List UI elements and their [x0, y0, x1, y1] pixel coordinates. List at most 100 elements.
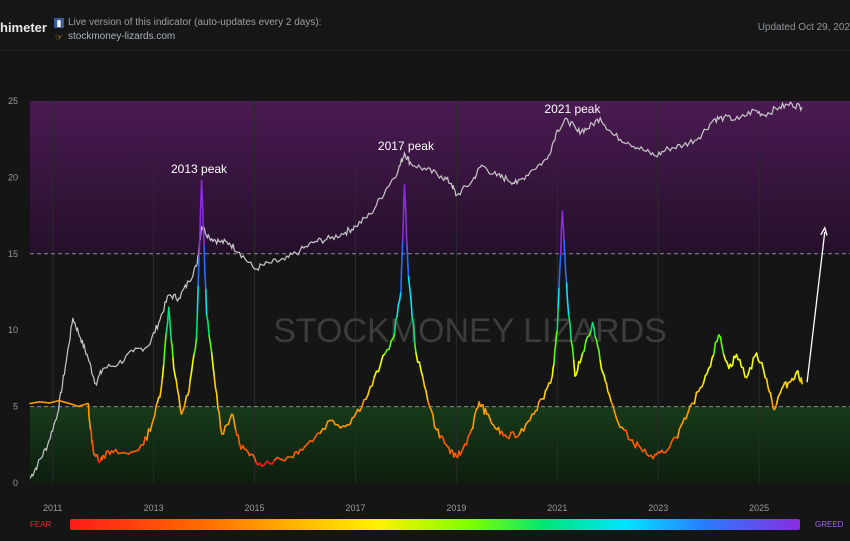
- heat-series-segment: [171, 345, 174, 360]
- heat-series-segment: [564, 271, 568, 285]
- heat-series-segment: [188, 379, 191, 393]
- heat-series-segment: [58, 399, 70, 405]
- heat-series-segment: [413, 342, 417, 354]
- heat-series-segment: [549, 375, 554, 384]
- y-tick-label: 10: [8, 325, 18, 335]
- heat-series-segment: [553, 350, 556, 365]
- heat-series-segment: [195, 310, 199, 339]
- heat-series-segment: [207, 320, 210, 337]
- heat-series-segment: [559, 226, 563, 256]
- heat-series-segment: [465, 435, 470, 446]
- heat-series-segment: [557, 286, 560, 309]
- heat-series-segment: [168, 316, 172, 331]
- heat-series-segment: [404, 197, 407, 213]
- heat-series-segment: [569, 321, 573, 342]
- heat-series-segment: [237, 434, 241, 445]
- updated-timestamp: Updated Oct 29, 202: [757, 22, 850, 33]
- heat-series-segment: [676, 428, 681, 439]
- heat-series-segment: [212, 363, 215, 377]
- heat-series-segment: [115, 448, 120, 455]
- heat-series-segment: [96, 453, 99, 461]
- heat-series-segment: [750, 357, 755, 370]
- heat-series-segment: [563, 240, 566, 258]
- heat-series-segment: [205, 314, 209, 323]
- heat-series-segment: [137, 444, 142, 451]
- heat-series-segment: [543, 389, 547, 400]
- heat-series-segment: [393, 319, 397, 335]
- heat-series-segment: [765, 378, 769, 389]
- heat-series-segment: [162, 345, 166, 366]
- heat-series-segment: [611, 404, 616, 413]
- heat-series-segment: [423, 384, 427, 393]
- heat-series-segment: [702, 374, 707, 384]
- watermark-text: STOCKMONEY LIZARDS: [273, 312, 667, 350]
- heat-series-segment: [234, 428, 238, 437]
- peak-annotation: 2013 peak: [171, 162, 228, 176]
- heat-series-segment: [146, 428, 150, 441]
- heat-series-segment: [203, 245, 206, 275]
- heat-series-segment: [205, 288, 208, 316]
- heat-series-segment: [213, 375, 217, 389]
- heat-series-segment: [215, 392, 219, 410]
- heat-series-segment: [421, 376, 426, 387]
- heat-series-segment: [605, 382, 609, 393]
- heat-series-segment: [169, 328, 173, 342]
- heat-series-segment: [401, 223, 405, 242]
- heat-series-segment: [558, 253, 562, 270]
- x-tick-label: 2011: [43, 503, 62, 513]
- heat-series-segment: [625, 429, 630, 440]
- heat-series-segment: [173, 367, 176, 377]
- heat-series-segment: [190, 361, 194, 373]
- info-link[interactable]: stockmoney-lizards.com: [68, 31, 176, 42]
- heat-series-segment: [174, 374, 178, 382]
- heat-series-segment: [222, 425, 226, 435]
- heat-series-segment: [518, 427, 523, 435]
- x-tick-label: 2015: [245, 503, 265, 513]
- heat-series-segment: [742, 367, 746, 378]
- heat-series-segment: [716, 333, 720, 342]
- heat-series-segment: [160, 375, 164, 390]
- peak-annotation: 2017 peak: [378, 139, 435, 153]
- heat-series-segment: [558, 268, 561, 289]
- heat-series-segment: [418, 361, 422, 372]
- heat-series-segment: [396, 303, 400, 318]
- heat-series-segment: [407, 275, 411, 289]
- heat-series-segment: [797, 370, 800, 377]
- info-text: Live version of this indicator (auto-upd…: [68, 17, 322, 28]
- heat-series-segment: [149, 423, 153, 432]
- heat-series-segment: [500, 430, 505, 437]
- heat-series-segment: [617, 421, 621, 428]
- heat-series-segment: [408, 286, 412, 301]
- heat-series-segment: [401, 239, 404, 257]
- heat-series-segment: [561, 210, 565, 226]
- heat-series-segment: [165, 322, 169, 335]
- heat-series-segment: [489, 417, 493, 425]
- heat-series-segment: [762, 368, 766, 379]
- heat-series-segment: [377, 362, 382, 373]
- projection-arrow-line: [806, 231, 826, 383]
- heat-series-segment: [722, 353, 727, 362]
- heat-series-segment: [367, 386, 372, 396]
- heat-series-segment: [403, 184, 406, 199]
- heat-series-segment: [371, 375, 376, 387]
- heat-series-segment: [437, 428, 441, 439]
- heat-series-segment: [643, 448, 648, 456]
- heat-series-segment: [442, 436, 446, 445]
- heat-series-segment: [411, 316, 415, 326]
- heat-series-segment: [227, 417, 231, 425]
- heat-series-segment: [420, 370, 424, 378]
- heat-series-segment: [567, 314, 571, 324]
- heat-series-segment: [687, 405, 692, 414]
- heat-series-segment: [67, 402, 80, 408]
- heat-series-segment: [564, 256, 567, 274]
- legend-fear-label: FEAR: [30, 520, 52, 529]
- heat-series-segment: [199, 204, 202, 237]
- heat-series-segment: [388, 339, 393, 350]
- heat-series-segment: [598, 350, 602, 362]
- heat-series-segment: [204, 273, 207, 291]
- heat-series-segment: [588, 329, 592, 337]
- heat-series-segment: [571, 346, 575, 362]
- heat-series-segment: [668, 440, 673, 449]
- x-tick-label: 2021: [547, 503, 567, 513]
- y-tick-label: 15: [8, 249, 18, 259]
